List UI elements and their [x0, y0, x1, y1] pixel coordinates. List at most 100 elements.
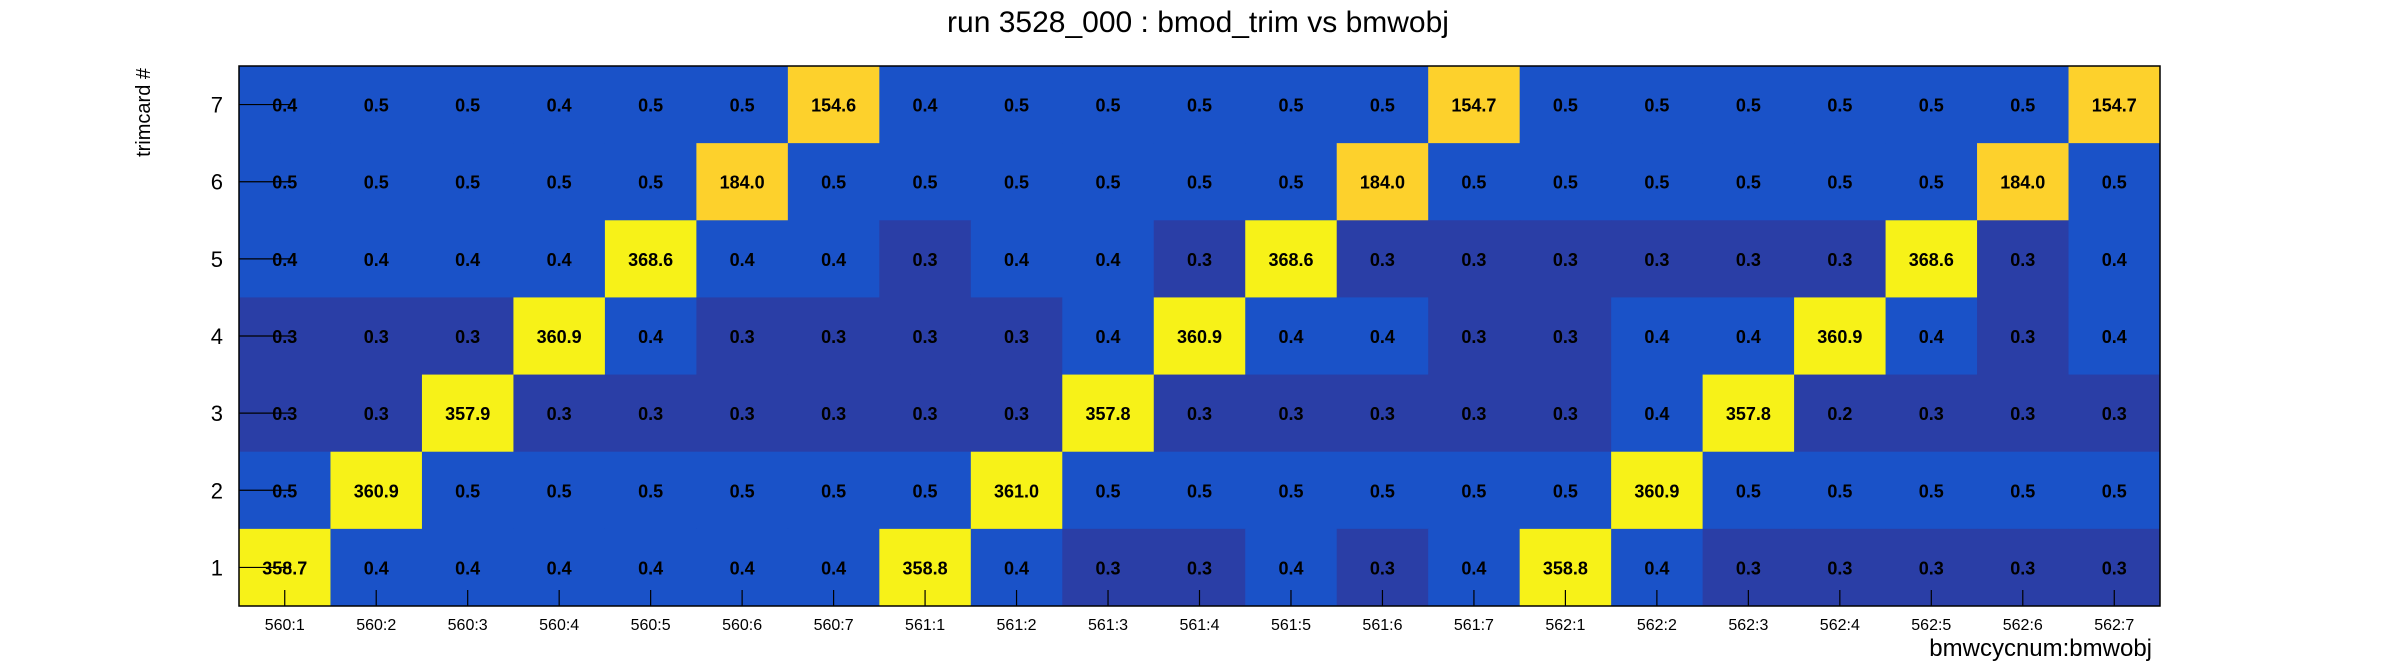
- cell-value-label: 0.3: [455, 327, 480, 347]
- cell-value-label: 184.0: [2000, 173, 2045, 193]
- heatmap-cell: [1794, 374, 1887, 453]
- cell-value-label: 0.5: [547, 481, 572, 501]
- cell-value-label: 0.3: [1004, 327, 1029, 347]
- cell-value-label: 0.3: [1553, 404, 1578, 424]
- heatmap-cell: [604, 143, 697, 221]
- heatmap-cell: [604, 451, 697, 530]
- cell-value-label: 0.4: [455, 250, 480, 270]
- cell-value-label: 0.5: [1096, 173, 1121, 193]
- heatmap-cell: [421, 143, 514, 221]
- cell-value-label: 0.4: [1096, 327, 1121, 347]
- x-tick-label: 561:5: [1271, 617, 1311, 634]
- heatmap-cell: [1702, 220, 1795, 298]
- cell-value-label: 0.5: [1096, 96, 1121, 116]
- heatmap-cell: [696, 220, 789, 298]
- x-axis-label: bmwcycnum:bmwobj: [1929, 635, 2152, 662]
- heatmap-cell: [787, 143, 880, 221]
- cell-value-label: 0.5: [364, 96, 389, 116]
- cell-value-label: 0.5: [1827, 481, 1852, 501]
- heatmap-cell: [1794, 220, 1887, 298]
- x-tick-label: 561:2: [997, 617, 1037, 634]
- cell-value-label: 0.3: [272, 327, 297, 347]
- cell-value-label: 0.3: [1187, 558, 1212, 578]
- heatmap-cell: [1428, 451, 1521, 530]
- cell-value-label: 0.4: [1370, 327, 1395, 347]
- cell-value-label: 0.3: [1461, 404, 1486, 424]
- cell-value-label: 0.5: [1553, 96, 1578, 116]
- heatmap-cell: [330, 143, 423, 221]
- heatmap-cell: [1519, 220, 1612, 298]
- cell-value-label: 0.5: [1187, 481, 1212, 501]
- cell-value-label: 0.3: [1187, 404, 1212, 424]
- heatmap-cell: [787, 66, 880, 144]
- cell-value-label: 154.7: [1451, 96, 1496, 116]
- heatmap-cell: [1428, 66, 1521, 144]
- heatmap-cell: [1702, 66, 1795, 144]
- cell-value-label: 0.3: [547, 404, 572, 424]
- cell-value-label: 0.5: [455, 173, 480, 193]
- heatmap-cell: [1794, 451, 1887, 530]
- cell-value-label: 0.3: [1004, 404, 1029, 424]
- cell-value-label: 0.3: [1919, 404, 1944, 424]
- cell-value-label: 360.9: [1177, 327, 1222, 347]
- cell-value-label: 368.6: [1909, 250, 1954, 270]
- cell-value-label: 0.3: [364, 404, 389, 424]
- heatmap-cell: [970, 451, 1063, 530]
- x-tick-label: 562:7: [2094, 617, 2134, 634]
- cell-value-label: 0.3: [638, 404, 663, 424]
- heatmap-cell: [1977, 220, 2070, 298]
- heatmap-cell: [1245, 451, 1338, 530]
- x-tick-label: 560:6: [722, 617, 762, 634]
- heatmap-cell: [330, 374, 423, 453]
- heatmap-cell: [2068, 143, 2161, 221]
- cell-value-label: 0.5: [1278, 481, 1303, 501]
- x-tick-label: 561:7: [1454, 617, 1494, 634]
- cell-value-label: 0.5: [2010, 481, 2035, 501]
- cell-value-label: 0.5: [913, 481, 938, 501]
- heatmap-cell: [1977, 297, 2070, 376]
- heatmap-cell: [970, 220, 1063, 298]
- cell-value-label: 0.3: [1553, 327, 1578, 347]
- cell-value-label: 0.5: [1827, 96, 1852, 116]
- cell-value-label: 0.3: [1827, 250, 1852, 270]
- cell-value-label: 0.5: [547, 173, 572, 193]
- heatmap-cell: [1702, 297, 1795, 376]
- heatmap-cell: [879, 297, 972, 376]
- cell-value-label: 0.3: [272, 404, 297, 424]
- heatmap-cell: [513, 451, 606, 530]
- cell-value-label: 360.9: [1634, 481, 1679, 501]
- heatmap-cell: [1885, 66, 1978, 144]
- cell-value-label: 0.5: [272, 173, 297, 193]
- cell-value-label: 0.4: [730, 558, 755, 578]
- cell-value-label: 0.5: [1370, 481, 1395, 501]
- heatmap-cell: [1611, 374, 1704, 453]
- cell-value-label: 0.5: [1919, 481, 1944, 501]
- cell-value-label: 0.5: [1096, 481, 1121, 501]
- cell-value-label: 0.4: [1919, 327, 1944, 347]
- cell-value-label: 0.4: [547, 250, 572, 270]
- cell-value-label: 0.4: [1004, 250, 1029, 270]
- cell-value-label: 0.3: [821, 404, 846, 424]
- heatmap-cell: [513, 374, 606, 453]
- cell-value-label: 0.3: [730, 327, 755, 347]
- heatmap-cell: [1245, 220, 1338, 298]
- cell-value-label: 0.5: [913, 173, 938, 193]
- heatmap-cell: [421, 374, 514, 453]
- heatmap-cell: [696, 374, 789, 453]
- heatmap-cell: [1702, 143, 1795, 221]
- heatmap-cell: [787, 220, 880, 298]
- heatmap-cell: [1885, 297, 1978, 376]
- heatmap-cell: [787, 451, 880, 530]
- heatmap-cell: [696, 451, 789, 530]
- heatmap-cell: [1977, 66, 2070, 144]
- heatmap-cell: [1153, 143, 1246, 221]
- heatmap-cell: [970, 66, 1063, 144]
- heatmap-cell: [2068, 297, 2161, 376]
- heatmap-cell: [1336, 451, 1429, 530]
- cell-value-label: 360.9: [354, 481, 399, 501]
- cell-value-label: 0.3: [1187, 250, 1212, 270]
- x-tick-label: 562:2: [1637, 617, 1677, 634]
- cell-value-label: 0.5: [1461, 173, 1486, 193]
- heatmap-cell: [421, 220, 514, 298]
